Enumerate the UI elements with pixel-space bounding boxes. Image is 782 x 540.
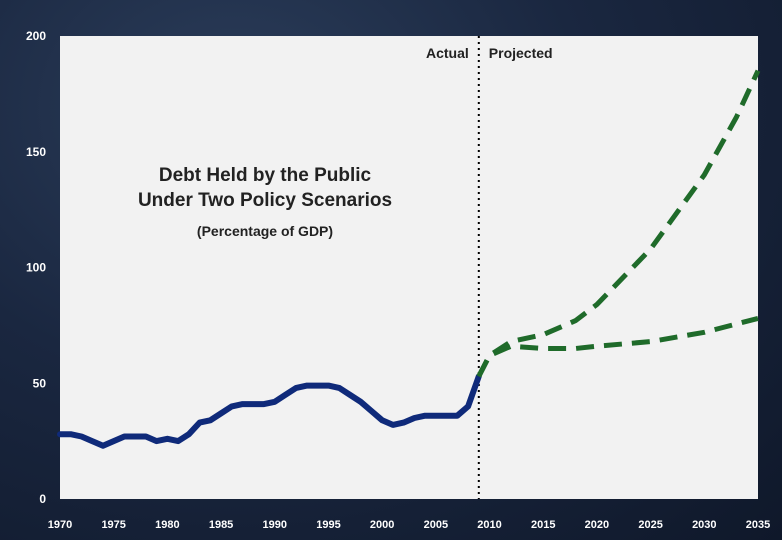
x-tick-label: 2000: [370, 519, 394, 531]
series-line-actual: [60, 376, 479, 446]
region-label-projected: Projected: [489, 45, 553, 61]
x-tick-label: 2035: [746, 519, 770, 531]
y-tick-label: 100: [26, 261, 46, 275]
x-tick-label: 1975: [101, 519, 125, 531]
x-tick-label: 1980: [155, 519, 179, 531]
x-tick-label: 1995: [316, 519, 340, 531]
series-group: [60, 71, 758, 446]
y-tick-labels: 0 50 100 150 200: [26, 29, 46, 506]
x-tick-label: 1990: [263, 519, 287, 531]
y-tick-label: 50: [33, 376, 47, 390]
chart-title-line-2: Under Two Policy Scenarios: [138, 190, 392, 211]
y-tick-label: 200: [26, 29, 46, 43]
region-label-actual: Actual: [426, 45, 469, 61]
x-tick-labels: 1970 1975 1980 1985 1990 1995 2000 2005 2010 2015…: [48, 519, 770, 531]
x-tick-label: 2030: [692, 519, 716, 531]
x-tick-label: 2005: [424, 519, 448, 531]
x-tick-label: 2020: [585, 519, 609, 531]
x-tick-label: 1985: [209, 519, 233, 531]
y-tick-label: 150: [26, 145, 46, 159]
series-line-projected-2: [479, 318, 758, 376]
chart-subtitle: (Percentage of GDP): [197, 223, 333, 239]
y-tick-label: 0: [39, 492, 46, 506]
x-tick-label: 2025: [638, 519, 662, 531]
x-tick-label: 2015: [531, 519, 555, 531]
x-tick-label: 2010: [477, 519, 501, 531]
chart-title-line-1: Debt Held by the Public: [159, 165, 372, 186]
x-tick-label: 1970: [48, 519, 72, 531]
